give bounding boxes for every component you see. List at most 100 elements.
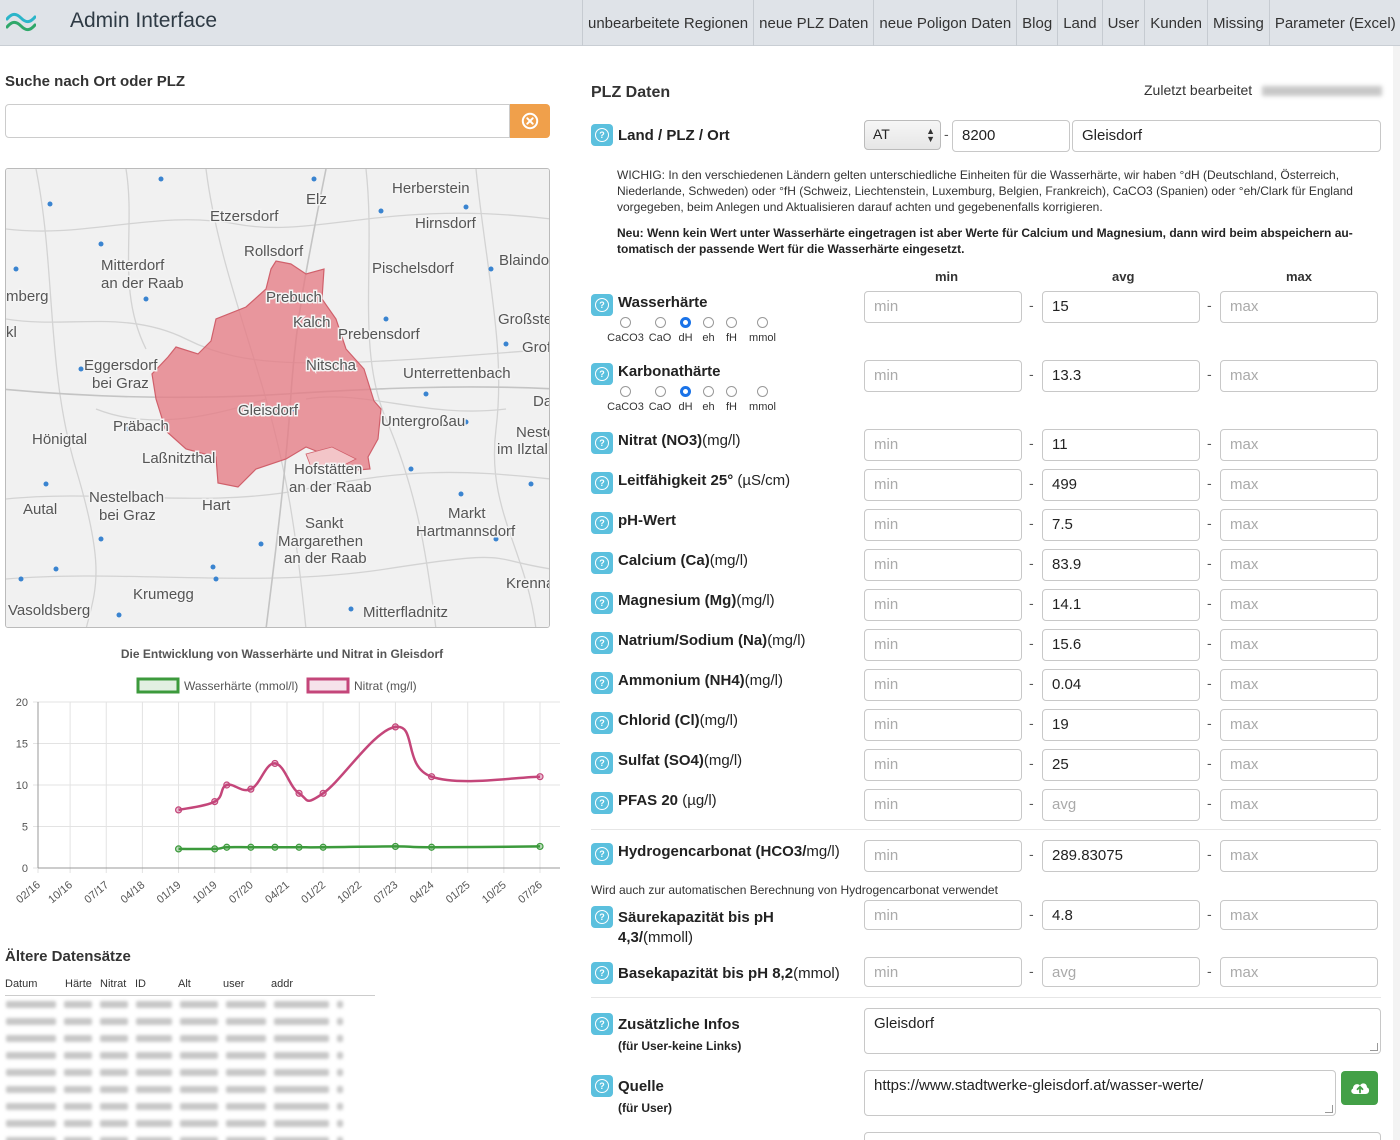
unit-radio-dh[interactable]: dH: [674, 386, 697, 413]
base-avg-input[interactable]: avg: [1042, 957, 1200, 987]
older-col-header[interactable]: ID: [135, 978, 146, 990]
unit-radio-cao[interactable]: CaO: [646, 317, 674, 344]
radio-button[interactable]: [757, 317, 768, 328]
help-icon[interactable]: ?: [591, 124, 613, 146]
help-icon[interactable]: ?: [591, 1075, 613, 1097]
nav-item-neue-plz-daten[interactable]: neue PLZ Daten: [753, 0, 873, 46]
pfas-20-avg-input[interactable]: avg: [1042, 789, 1200, 821]
pfas-20-min-input[interactable]: min: [864, 789, 1022, 821]
chlorid-cl-avg-input[interactable]: 19: [1042, 709, 1200, 741]
help-icon[interactable]: ?: [591, 294, 613, 316]
unit-radio-caco3[interactable]: CaCO3: [605, 386, 646, 413]
unit-radio-fh[interactable]: fH: [720, 386, 743, 413]
natrium-sodium-na-min-input[interactable]: min: [864, 629, 1022, 661]
hydrogencarbonat-hco3-min-input[interactable]: min: [864, 840, 1022, 872]
hydrogencarbonat-hco3-avg-input[interactable]: 289.83075: [1042, 840, 1200, 872]
magnesium-mg-max-input[interactable]: max: [1220, 589, 1378, 621]
nav-item-unbearbeitete-regionen[interactable]: unbearbeitete Regionen: [582, 0, 753, 46]
older-col-header[interactable]: Datum: [5, 978, 38, 990]
nav-item-land[interactable]: Land: [1057, 0, 1101, 46]
wasserh-rte-avg-input[interactable]: 15: [1042, 291, 1200, 323]
natrium-sodium-na-avg-input[interactable]: 15.6: [1042, 629, 1200, 661]
ammonium-nh4-avg-input[interactable]: 0.04: [1042, 669, 1200, 701]
ammonium-nh4-min-input[interactable]: min: [864, 669, 1022, 701]
chlorid-cl-max-input[interactable]: max: [1220, 709, 1378, 741]
karbonath-rte-min-input[interactable]: min: [864, 360, 1022, 392]
help-icon[interactable]: ?: [591, 792, 613, 814]
leitf-higkeit-25-min-input[interactable]: min: [864, 469, 1022, 501]
older-col-header[interactable]: user: [223, 978, 245, 990]
radio-button[interactable]: [703, 317, 714, 328]
wasserh-rte-max-input[interactable]: max: [1220, 291, 1378, 323]
ammonium-nh4-max-input[interactable]: max: [1220, 669, 1378, 701]
help-icon[interactable]: ?: [591, 843, 613, 865]
older-col-header[interactable]: Nitrat: [100, 978, 127, 990]
radio-button[interactable]: [654, 386, 666, 397]
leitf-higkeit-25-max-input[interactable]: max: [1220, 469, 1378, 501]
sulfat-so4-min-input[interactable]: min: [864, 749, 1022, 781]
calcium-ca-max-input[interactable]: max: [1220, 549, 1378, 581]
unit-radio-mmol[interactable]: mmol: [743, 386, 782, 413]
nav-item-parameter-excel[interactable]: Parameter (Excel): [1268, 0, 1400, 46]
help-icon[interactable]: ?: [591, 672, 613, 694]
sulfat-so4-max-input[interactable]: max: [1220, 749, 1378, 781]
nitrat-no3-min-input[interactable]: min: [864, 429, 1022, 461]
ph-wert-avg-input[interactable]: 7.5: [1042, 509, 1200, 541]
calcium-ca-min-input[interactable]: min: [864, 549, 1022, 581]
brand-title[interactable]: Admin Interface: [70, 9, 218, 32]
radio-button[interactable]: [726, 386, 737, 397]
region-map[interactable]: Herberstein Elz Etzersdorf Hirnsdorf Rollsdo…: [5, 168, 550, 628]
plz-input[interactable]: 8200: [952, 120, 1070, 152]
help-icon[interactable]: ?: [591, 752, 613, 774]
karbonath-rte-max-input[interactable]: max: [1220, 360, 1378, 392]
next-field[interactable]: [864, 1132, 1381, 1140]
search-input[interactable]: [5, 104, 510, 138]
pfas-20-max-input[interactable]: max: [1220, 789, 1378, 821]
radio-button[interactable]: [620, 317, 631, 328]
ph-wert-min-input[interactable]: min: [864, 509, 1022, 541]
magnesium-mg-avg-input[interactable]: 14.1: [1042, 589, 1200, 621]
gleisdorf-region-polygon[interactable]: [151, 260, 382, 488]
wasserh-rte-min-input[interactable]: min: [864, 291, 1022, 323]
leitf-higkeit-25-avg-input[interactable]: 499: [1042, 469, 1200, 501]
unit-radio-eh[interactable]: eh: [697, 386, 720, 413]
info-textarea[interactable]: Gleisdorf: [864, 1008, 1381, 1054]
sulfat-so4-avg-input[interactable]: 25: [1042, 749, 1200, 781]
karbonath-rte-avg-input[interactable]: 13.3: [1042, 360, 1200, 392]
saeure-avg-input[interactable]: 4.8: [1042, 900, 1200, 930]
ort-input[interactable]: Gleisdorf: [1072, 120, 1381, 152]
nav-item-kunden[interactable]: Kunden: [1144, 0, 1207, 46]
country-select[interactable]: AT ▲ ▼: [864, 120, 941, 150]
unit-radio-fh[interactable]: fH: [720, 317, 743, 344]
help-icon[interactable]: ?: [591, 472, 613, 494]
nav-item-user[interactable]: User: [1101, 0, 1145, 46]
unit-radio-eh[interactable]: eh: [697, 317, 720, 344]
nav-item-blog[interactable]: Blog: [1016, 0, 1057, 46]
radio-button[interactable]: [680, 317, 691, 328]
help-icon[interactable]: ?: [591, 592, 613, 614]
radio-button[interactable]: [654, 317, 666, 328]
source-textarea[interactable]: https://www.stadtwerke-gleisdorf.at/wass…: [864, 1070, 1336, 1116]
radio-button[interactable]: [726, 317, 737, 328]
older-col-header[interactable]: addr: [271, 978, 294, 990]
help-icon[interactable]: ?: [591, 363, 613, 385]
natrium-sodium-na-max-input[interactable]: max: [1220, 629, 1378, 661]
upload-button[interactable]: [1341, 1071, 1378, 1105]
help-icon[interactable]: ?: [591, 632, 613, 654]
unit-radio-dh[interactable]: dH: [674, 317, 697, 344]
magnesium-mg-min-input[interactable]: min: [864, 589, 1022, 621]
help-icon[interactable]: ?: [591, 432, 613, 454]
unit-radio-mmol[interactable]: mmol: [743, 317, 782, 344]
help-icon[interactable]: ?: [591, 552, 613, 574]
resize-grip-icon[interactable]: [1325, 1105, 1333, 1113]
resize-grip-icon[interactable]: [1370, 1043, 1378, 1051]
radio-button[interactable]: [757, 386, 768, 397]
nav-item-missing[interactable]: Missing: [1206, 0, 1269, 46]
base-min-input[interactable]: min: [864, 957, 1022, 987]
radio-button[interactable]: [620, 386, 631, 397]
help-icon[interactable]: ?: [591, 962, 613, 984]
help-icon[interactable]: ?: [591, 906, 613, 928]
saeure-max-input[interactable]: max: [1220, 900, 1378, 930]
clear-search-button[interactable]: [510, 104, 550, 138]
nitrat-no3-max-input[interactable]: max: [1220, 429, 1378, 461]
